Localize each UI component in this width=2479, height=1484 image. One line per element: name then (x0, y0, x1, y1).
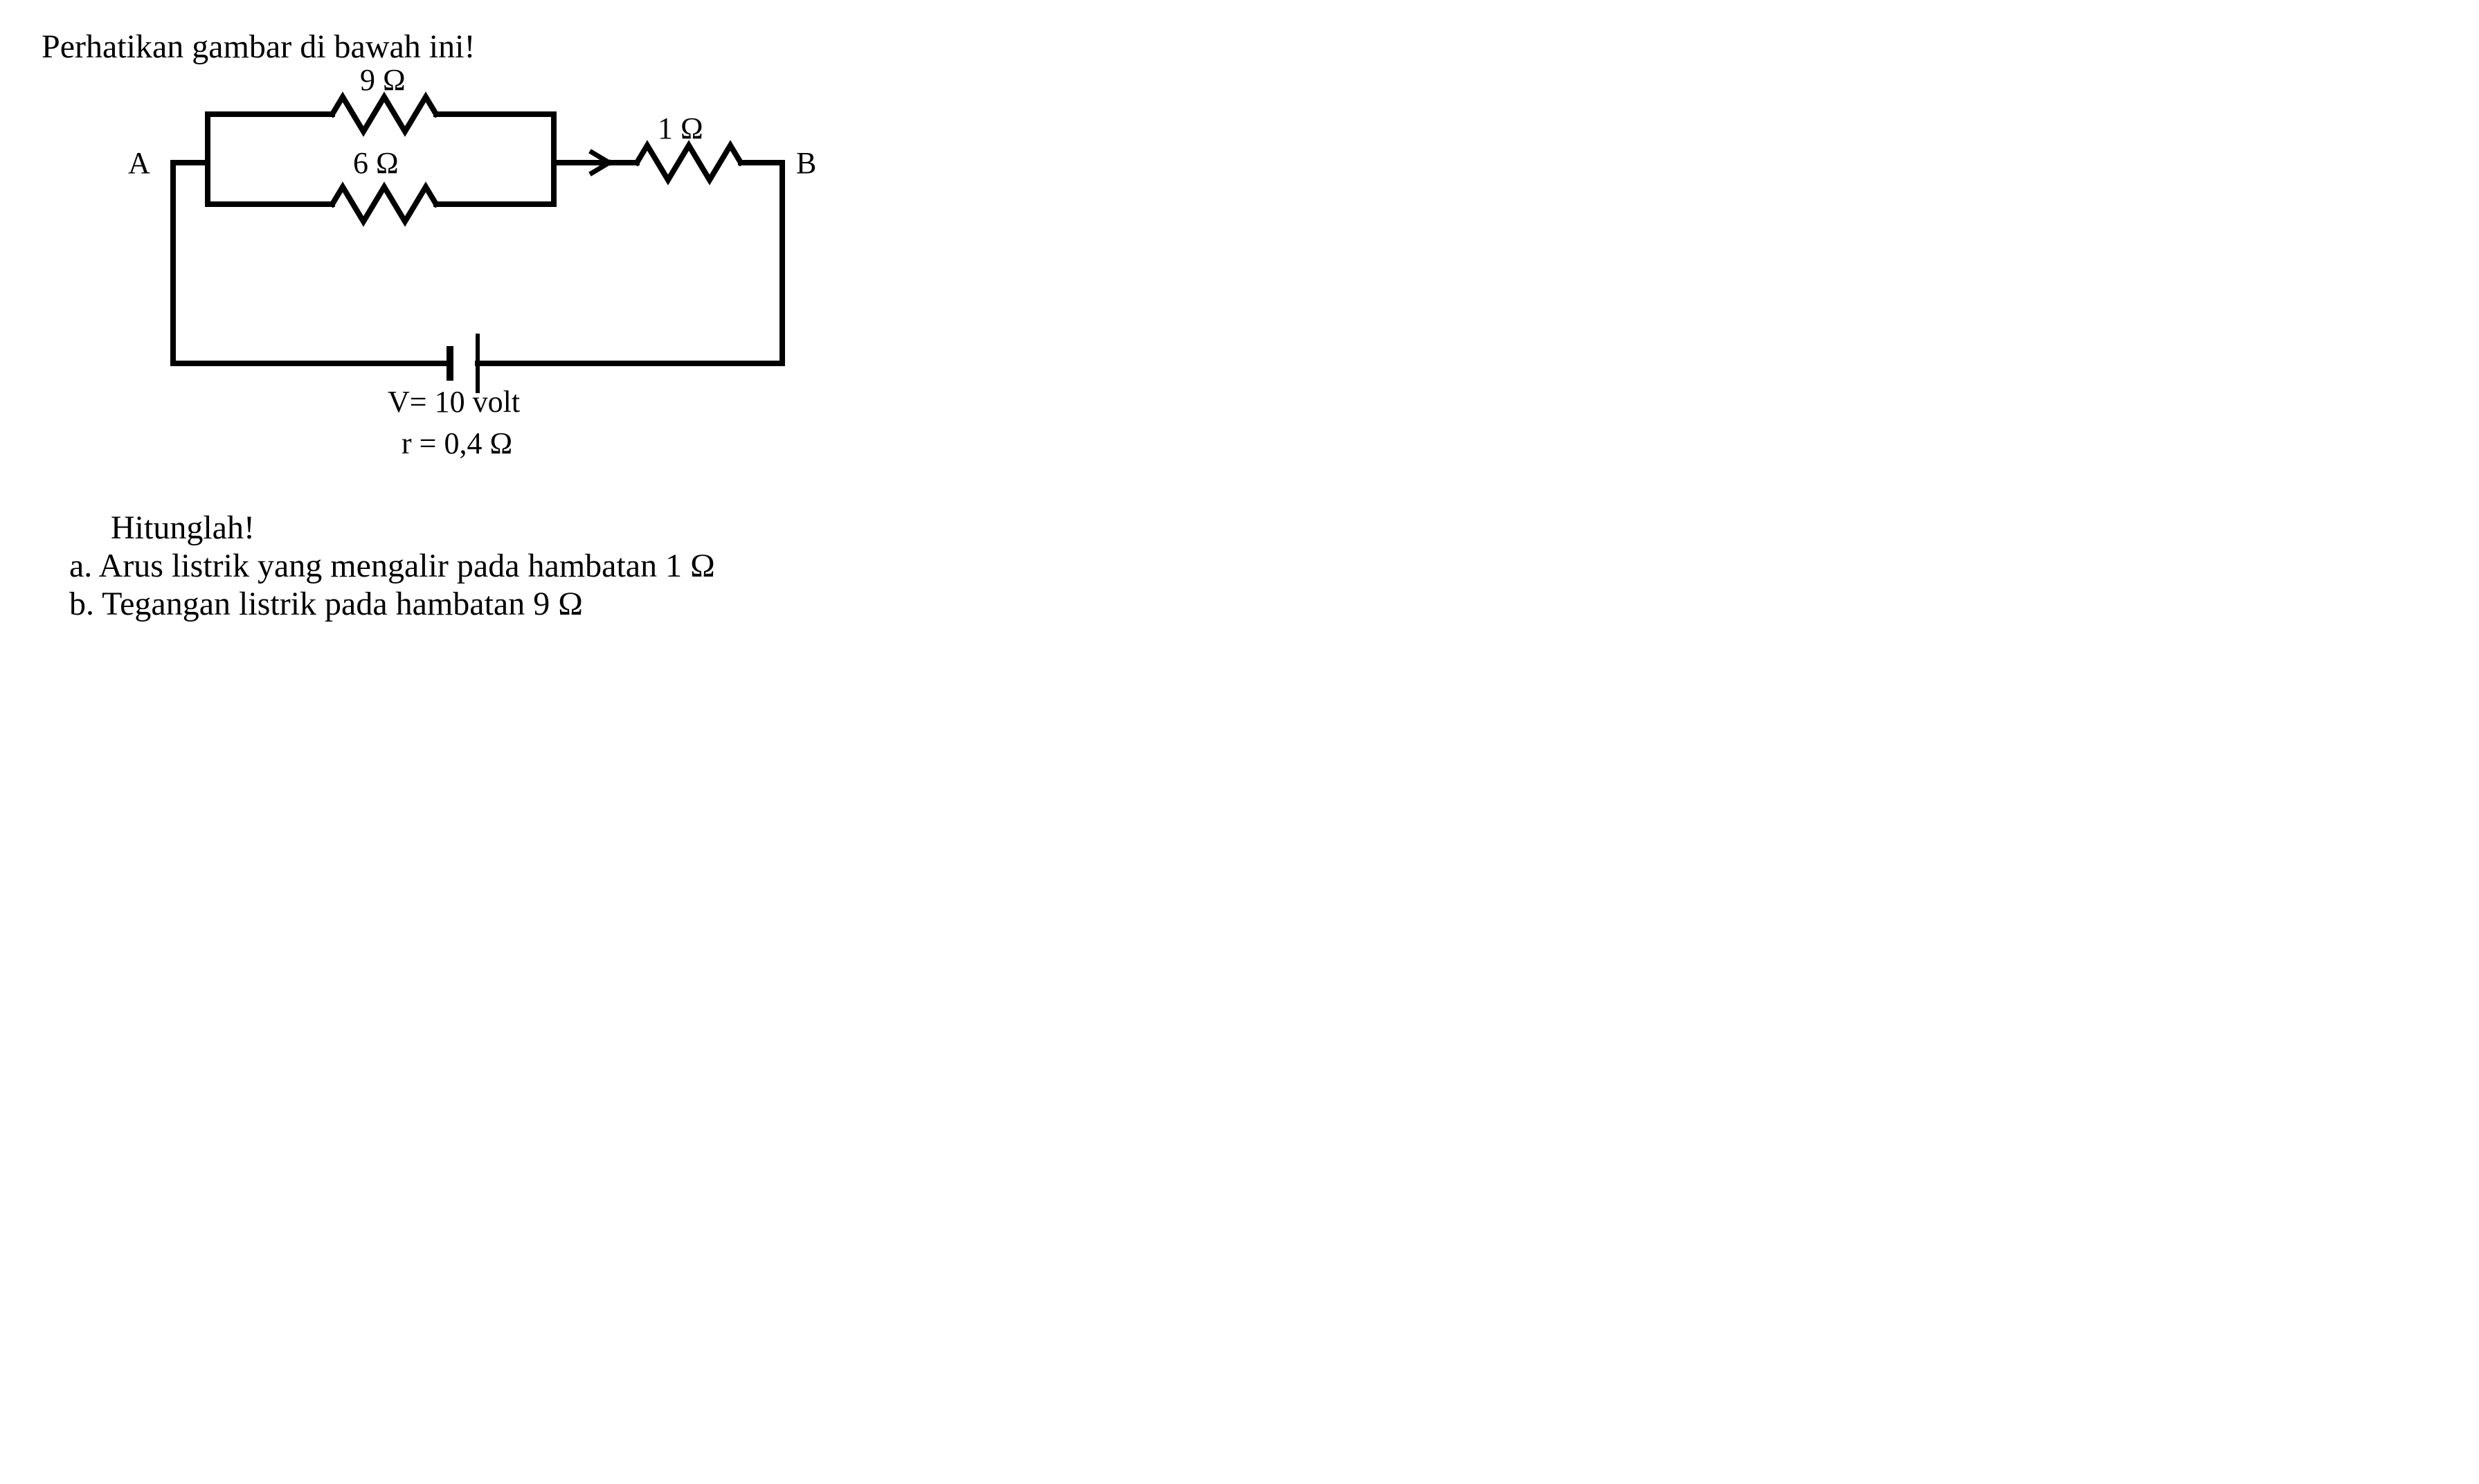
task-b: b. Tegangan listrik pada hambatan 9 Ω (69, 585, 2437, 623)
resistor-6-label: 6 Ω (353, 145, 399, 181)
circuit-diagram: 9 Ω 1 Ω A 6 Ω B (111, 73, 872, 488)
node-a-label: A (128, 145, 150, 181)
tasks-heading: Hitunglah! (111, 509, 2437, 547)
resistor-1-label: 1 Ω (658, 111, 703, 146)
task-a: a. Arus listrik yang mengalir pada hamba… (69, 547, 2437, 585)
voltage-label: V= 10 volt (388, 384, 520, 419)
question-prompt: Perhatikan gambar di bawah ini! (42, 28, 2437, 66)
tasks-section: Hitunglah! (111, 509, 2437, 547)
resistor-9-label: 9 Ω (360, 62, 406, 98)
internal-resistance-label: r = 0,4 Ω (402, 426, 512, 461)
node-b-label: B (796, 145, 816, 181)
